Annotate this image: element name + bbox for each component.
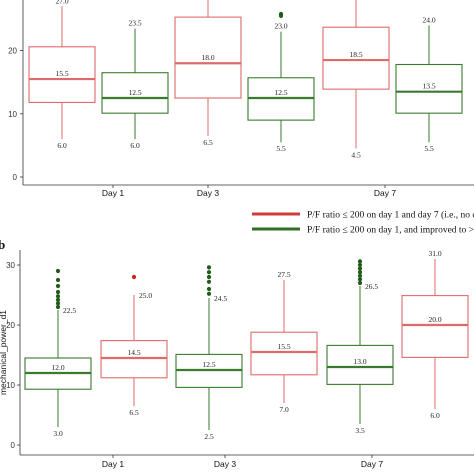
box-day-1: 14.5 6.5 25.0 [100,274,168,417]
max-label: 27.0 [55,0,68,5]
outlier-point [131,274,137,280]
min-label: 6.0 [130,141,140,150]
outlier-point [206,286,212,292]
box-iqr [326,344,394,385]
median-label: 14.5 [127,348,140,357]
median-label: 18.5 [349,50,362,59]
box-iqr [174,16,242,99]
outlier-point [357,270,363,275]
median-label: 13.5 [422,82,435,91]
box-day-7: 18.5 4.5 [322,0,390,160]
outlier-point [206,291,212,296]
outlier-point [55,297,61,302]
median-label: 12.0 [51,363,64,372]
box-day-3: 15.5 7.0 27.5 [250,270,318,414]
box-iqr [322,26,390,90]
outlier-point [55,289,61,295]
box-day-7: 13.0 3.5 26.5 [326,259,394,435]
legend-label-improved: P/F ratio ≤ 200 on day 1, and improved t… [307,226,474,236]
box-iqr [101,72,169,114]
outlier-point [55,268,61,274]
max-label: 23.5 [128,18,141,27]
median-label: 12.5 [202,360,215,369]
min-label: 3.5 [355,426,365,435]
outlier-point [206,270,212,275]
median-label: 13.0 [353,357,366,366]
y-tick-label: 10 [6,381,15,390]
outlier-point [206,274,212,280]
max-label: 24.0 [422,15,435,24]
outlier-point [206,279,212,284]
box-iqr [401,295,469,358]
outlier-point [55,277,61,283]
y-tick-label: 20 [8,47,17,56]
outlier-point [357,259,363,264]
outlier-point [55,283,61,289]
outlier-point [357,277,363,282]
outlier-point [55,301,61,306]
box-iqr [250,331,318,376]
max-label: 27.5 [277,270,290,279]
min-label: 2.5 [204,432,214,441]
max-label: 22.5 [63,306,76,315]
min-label: 3.0 [53,429,63,438]
bottom-panel: 0 10 20 30 mechanical_power_d1 Day 1 Day 3 Day … [0,249,474,469]
outlier-point [55,304,61,310]
x-tick-label: Day 3 [197,188,219,198]
min-label: 4.5 [351,151,361,160]
median-label: 20.0 [428,315,441,324]
max-label: 31.0 [428,249,441,258]
max-label: 24.5 [214,294,227,303]
legend: P/F ratio ≤ 200 on day 1 and day 7 (i.e.… [252,210,474,236]
x-tick-label: Day 1 [102,188,124,198]
outlier-point [357,280,363,286]
x-tick-label: Day 3 [214,459,236,469]
box-day-1: 15.5 6.0 27.0 [28,0,96,150]
median-label: 15.5 [55,69,68,78]
outlier-point [55,294,61,299]
outlier-point [357,273,363,278]
y-tick-label: 10 [8,110,17,119]
box-day-1: 12.5 6.0 23.5 [101,18,169,150]
y-tick-label: 30 [6,261,15,270]
min-label: 6.0 [57,141,67,150]
box-day-7: 13.5 5.5 24.0 [395,15,463,153]
box-iqr [100,340,168,379]
outlier-point [206,265,212,270]
box-day-3: 12.5 2.5 24.5 [175,265,243,441]
box-day-1: 12.0 3.0 22.5 [24,268,92,438]
box-day-3: 12.5 5.5 23.0 [247,11,315,153]
min-label: 5.5 [276,144,286,153]
outlier-point [357,266,363,271]
x-tick-label: Day 7 [374,188,396,198]
y-tick-label: 0 [11,441,16,450]
box-iqr [28,46,96,103]
median-label: 15.5 [277,342,290,351]
median-label: 18.0 [201,53,214,62]
max-label: 25.0 [139,291,152,300]
box-day-3: 18.0 6.5 [174,0,242,147]
legend-label-no-change: P/F ratio ≤ 200 on day 1 and day 7 (i.e.… [307,210,474,221]
outlier-point [278,11,284,17]
x-tick-label: Day 7 [361,459,383,469]
median-label: 12.5 [274,88,287,97]
min-label: 7.0 [279,405,289,414]
max-label: 23.0 [274,22,287,31]
y-tick-label: 20 [6,321,15,330]
min-label: 6.5 [129,408,139,417]
min-label: 5.5 [424,144,434,153]
y-tick-label: 0 [13,173,18,182]
min-label: 6.5 [203,138,213,147]
min-label: 6.0 [430,411,440,420]
x-tick-label: Day 1 [102,459,124,469]
max-label: 26.5 [365,282,378,291]
box-day-7: 20.0 6.0 31.0 [401,249,469,420]
panel-label-b: b [0,237,5,252]
outlier-point [357,262,363,268]
y-axis-label: mechanical_power_d1 [0,310,8,395]
median-label: 12.5 [128,88,141,97]
box-iqr [395,63,463,114]
